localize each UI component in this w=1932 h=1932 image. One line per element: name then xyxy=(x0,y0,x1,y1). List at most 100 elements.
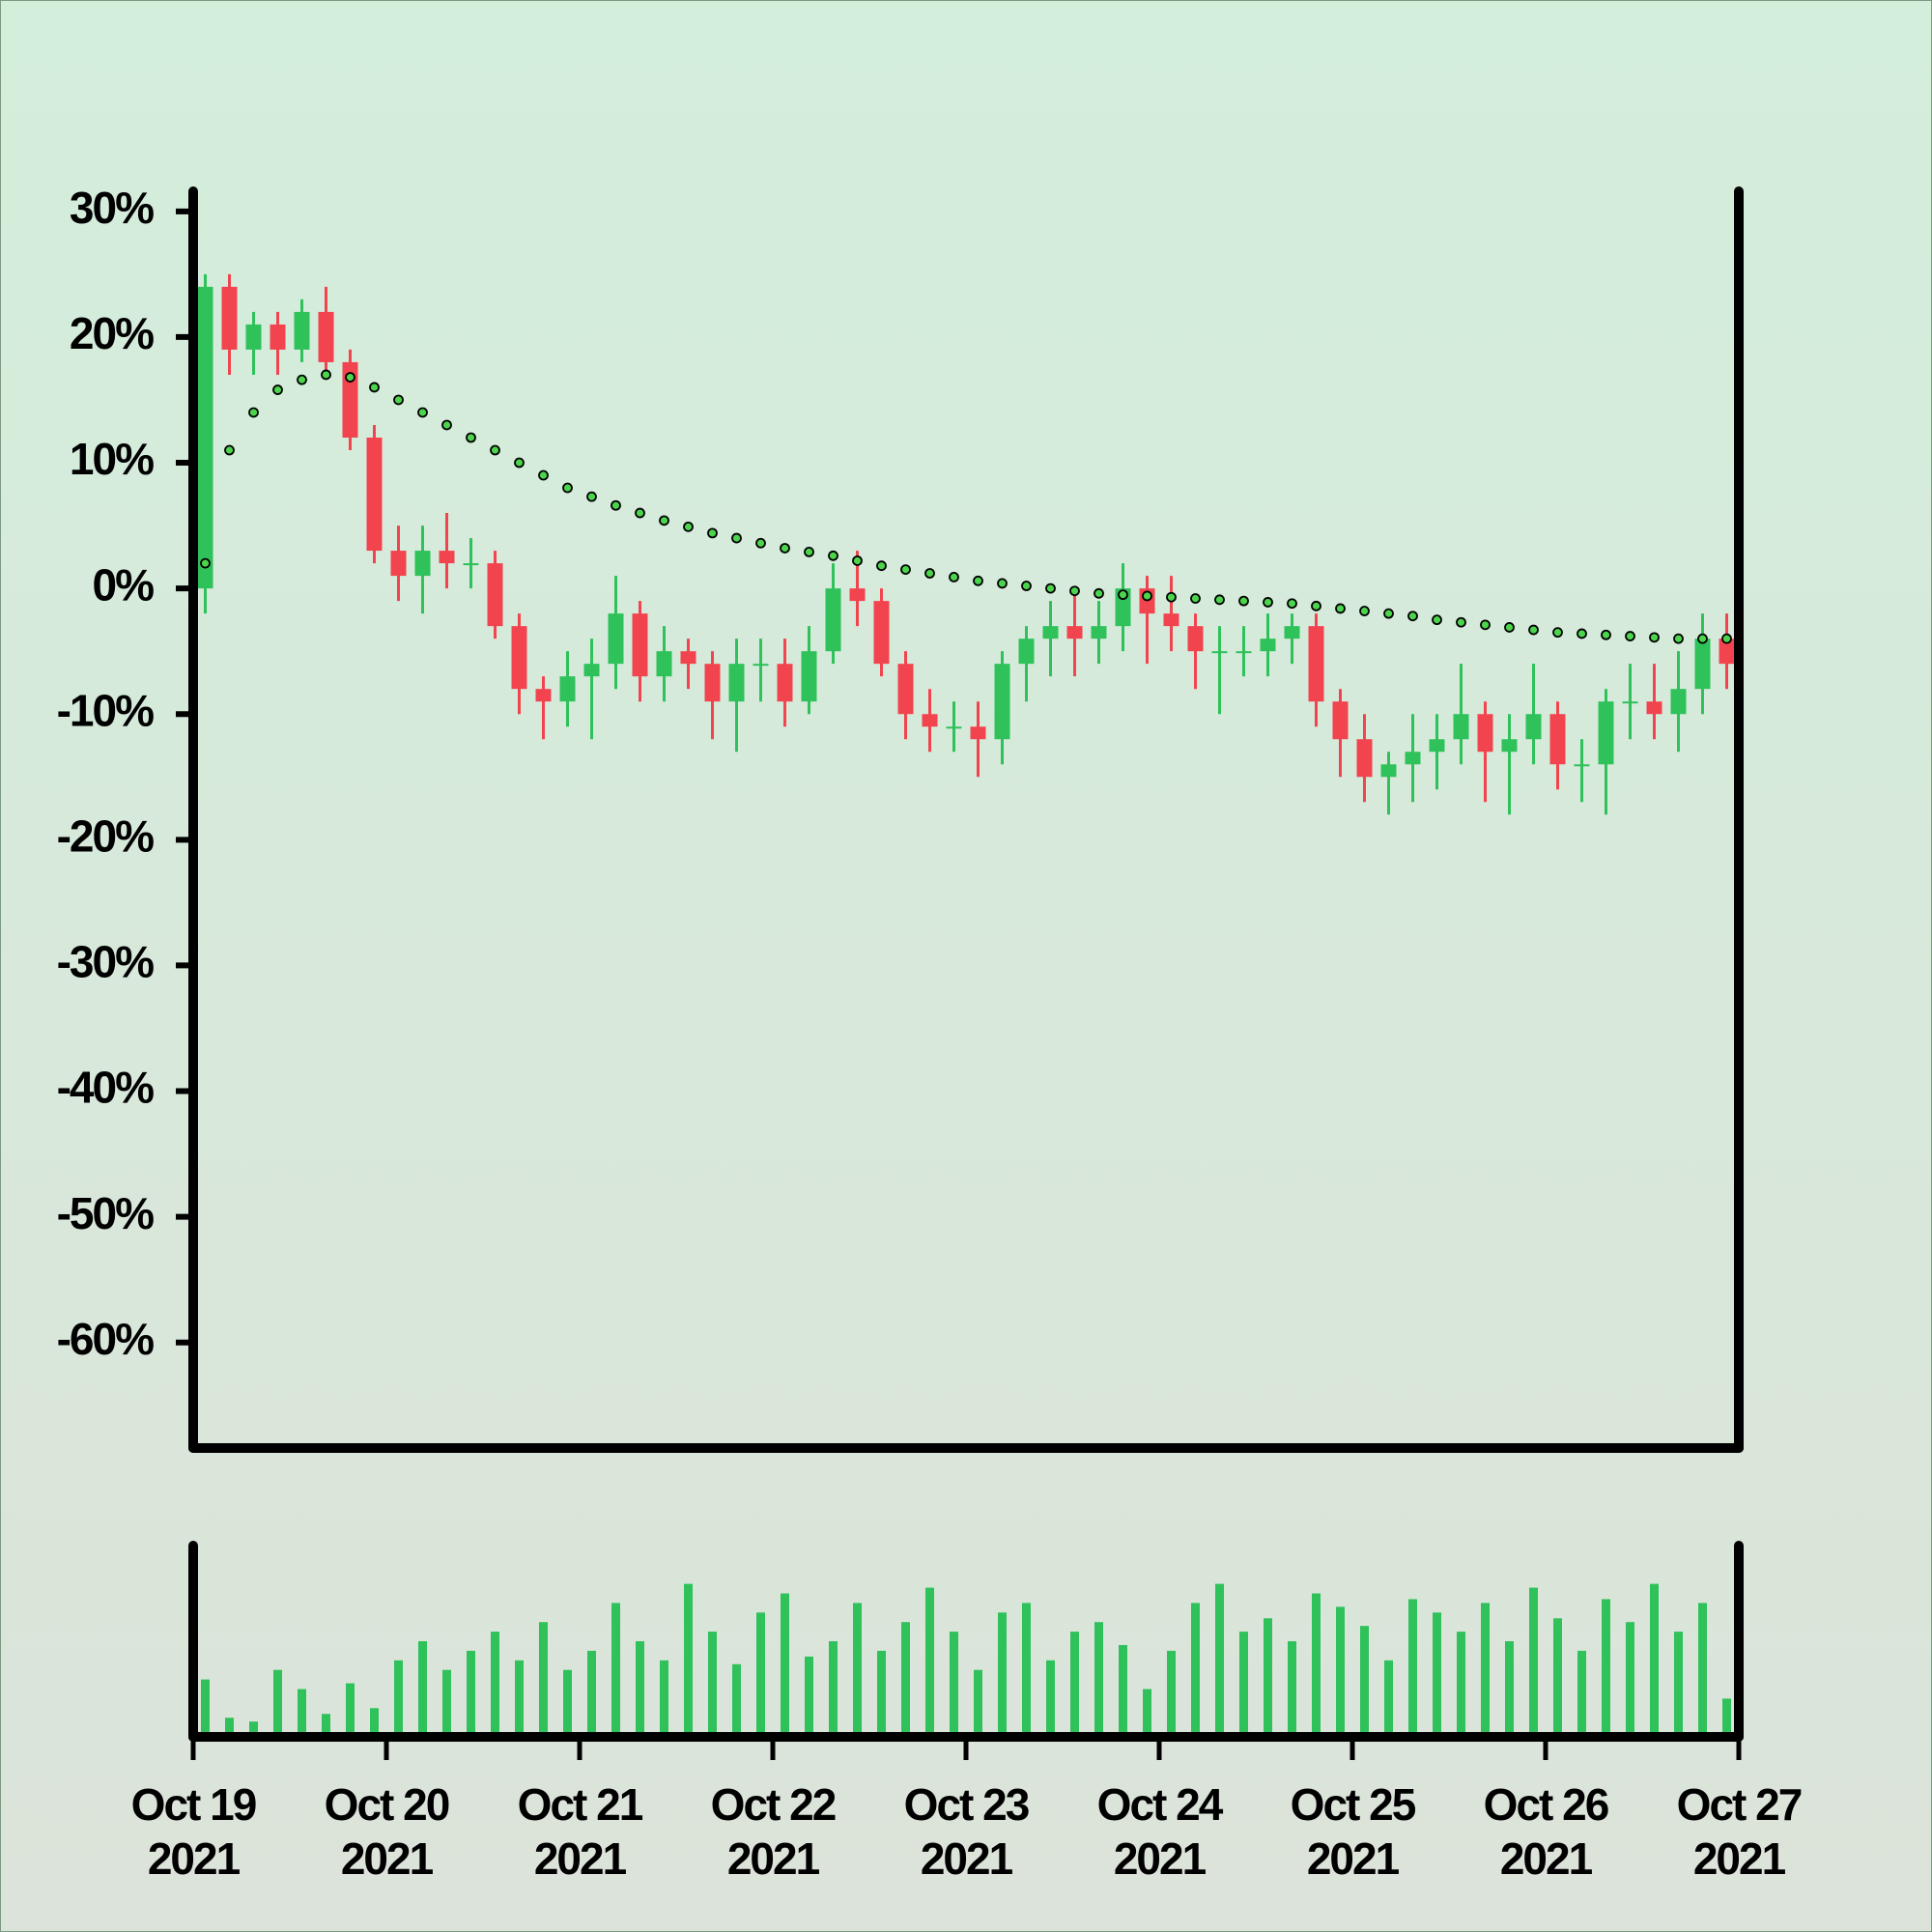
volume-bar xyxy=(418,1641,427,1737)
ma-dot xyxy=(1504,622,1515,633)
candle-body xyxy=(1453,714,1469,740)
volume-bar xyxy=(442,1669,451,1737)
candle-body xyxy=(1405,752,1421,765)
candle-body xyxy=(439,551,455,564)
volume-bar xyxy=(1505,1641,1514,1737)
volume-bar xyxy=(974,1669,982,1737)
ma-dot xyxy=(804,546,814,557)
volume-bar xyxy=(1119,1644,1127,1737)
ma-dot xyxy=(924,568,935,579)
volume-bar xyxy=(805,1656,813,1737)
y-tick-label: 30% xyxy=(70,183,154,233)
volume-bar xyxy=(515,1660,524,1737)
candle-body xyxy=(1211,651,1228,654)
volume-bar xyxy=(950,1632,958,1737)
volume-bar xyxy=(1167,1650,1176,1737)
y-tick-label: -30% xyxy=(57,937,154,987)
candle-body xyxy=(366,437,383,552)
ma-dot xyxy=(683,521,694,532)
volume-bar xyxy=(684,1583,693,1737)
ma-dot xyxy=(1190,593,1201,604)
ma-dot xyxy=(393,394,404,406)
volume-bar xyxy=(322,1714,330,1737)
ma-dot xyxy=(1263,597,1273,608)
candle-body xyxy=(270,324,286,350)
candle-body xyxy=(1163,613,1179,627)
candle-body xyxy=(994,664,1010,740)
candle-body xyxy=(873,601,890,665)
x-tick-label: Oct 24 2021 xyxy=(1096,1779,1224,1884)
volume-bar xyxy=(1288,1641,1296,1737)
volume-bar xyxy=(1577,1650,1586,1737)
candle-body xyxy=(221,286,238,350)
ma-dot xyxy=(345,372,355,383)
candle-body xyxy=(197,286,213,589)
candle-body xyxy=(753,664,769,667)
ma-dot xyxy=(538,469,549,481)
volume-bar xyxy=(563,1669,572,1737)
volume-bar xyxy=(273,1669,282,1737)
volume-bar xyxy=(1239,1632,1248,1737)
volume-bar xyxy=(636,1641,644,1737)
ma-dot xyxy=(949,572,959,582)
ma-dot xyxy=(369,382,380,393)
ma-dot xyxy=(272,384,283,395)
candle-body xyxy=(318,311,334,362)
ma-dot xyxy=(1552,627,1563,639)
candle-body xyxy=(922,714,938,727)
candle-body xyxy=(1622,701,1638,704)
y-tick-label: -10% xyxy=(57,685,154,735)
candle-body xyxy=(1091,626,1107,639)
ma-dot xyxy=(417,407,428,418)
y-tick-label: -20% xyxy=(57,810,154,861)
candle-body xyxy=(463,563,479,566)
volume-bar xyxy=(539,1622,548,1737)
ma-dot xyxy=(1456,616,1466,628)
candle-body xyxy=(1308,626,1324,702)
candle-body xyxy=(1477,714,1493,753)
ma-dot xyxy=(635,507,645,519)
y-tick-label: 20% xyxy=(70,308,154,358)
ma-dot xyxy=(224,444,235,456)
volume-bar xyxy=(1481,1603,1490,1737)
candle-body xyxy=(1525,714,1542,740)
ma-dot xyxy=(466,432,476,443)
ma-dot xyxy=(490,444,500,456)
volume-bar xyxy=(1674,1632,1683,1737)
ma-dot xyxy=(659,515,669,526)
ma-dot xyxy=(611,499,621,511)
ma-dot xyxy=(1480,619,1491,631)
ma-dot xyxy=(1577,628,1587,639)
x-tick-label: Oct 20 2021 xyxy=(324,1779,451,1884)
ma-dot xyxy=(1359,606,1370,616)
volume-bar xyxy=(346,1683,355,1737)
volume-bar xyxy=(732,1663,741,1737)
ma-dot xyxy=(852,555,863,566)
volume-bar xyxy=(1143,1689,1151,1737)
candle-body xyxy=(511,626,527,690)
ma-dot xyxy=(1069,585,1080,597)
volume-bar xyxy=(467,1650,475,1737)
ma-dot xyxy=(586,491,597,502)
ma-dot xyxy=(707,527,718,539)
volume-bar xyxy=(1360,1626,1369,1737)
volume-bar xyxy=(1215,1583,1224,1737)
candle-body xyxy=(535,689,552,702)
volume-bar xyxy=(1191,1603,1200,1737)
ma-dot xyxy=(1045,582,1056,594)
candle-body xyxy=(1598,701,1614,765)
volume-bar xyxy=(660,1660,668,1737)
volume-bar xyxy=(1312,1593,1321,1737)
ma-dot xyxy=(828,550,838,561)
ma-dot xyxy=(248,407,259,418)
ma-dot xyxy=(1407,611,1418,622)
ma-dot xyxy=(1094,587,1104,599)
ma-dot xyxy=(780,543,790,554)
x-tick-label: Oct 25 2021 xyxy=(1290,1779,1417,1884)
candle-body xyxy=(1574,764,1590,767)
volume-bar xyxy=(1626,1622,1634,1737)
candle-body xyxy=(1694,639,1711,690)
candle-body xyxy=(632,613,648,677)
candle-body xyxy=(1187,626,1204,652)
